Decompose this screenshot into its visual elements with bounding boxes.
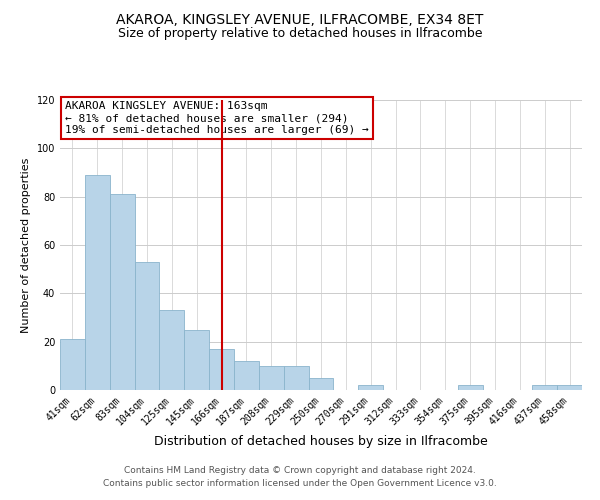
Bar [234, 361, 259, 390]
Bar [134, 262, 160, 390]
X-axis label: Distribution of detached houses by size in Ilfracombe: Distribution of detached houses by size … [154, 435, 488, 448]
Text: AKAROA, KINGSLEY AVENUE, ILFRACOMBE, EX34 8ET: AKAROA, KINGSLEY AVENUE, ILFRACOMBE, EX3… [116, 12, 484, 26]
Text: AKAROA KINGSLEY AVENUE: 163sqm
← 81% of detached houses are smaller (294)
19% of: AKAROA KINGSLEY AVENUE: 163sqm ← 81% of … [65, 102, 369, 134]
Bar [184, 330, 209, 390]
Bar [60, 339, 85, 390]
Bar [308, 378, 334, 390]
Bar [557, 385, 582, 390]
Bar [532, 385, 557, 390]
Bar [209, 349, 234, 390]
Bar [160, 310, 184, 390]
Bar [259, 366, 284, 390]
Bar [458, 385, 482, 390]
Text: Size of property relative to detached houses in Ilfracombe: Size of property relative to detached ho… [118, 28, 482, 40]
Bar [358, 385, 383, 390]
Bar [110, 194, 134, 390]
Bar [85, 175, 110, 390]
Y-axis label: Number of detached properties: Number of detached properties [21, 158, 31, 332]
Text: Contains HM Land Registry data © Crown copyright and database right 2024.
Contai: Contains HM Land Registry data © Crown c… [103, 466, 497, 487]
Bar [284, 366, 308, 390]
